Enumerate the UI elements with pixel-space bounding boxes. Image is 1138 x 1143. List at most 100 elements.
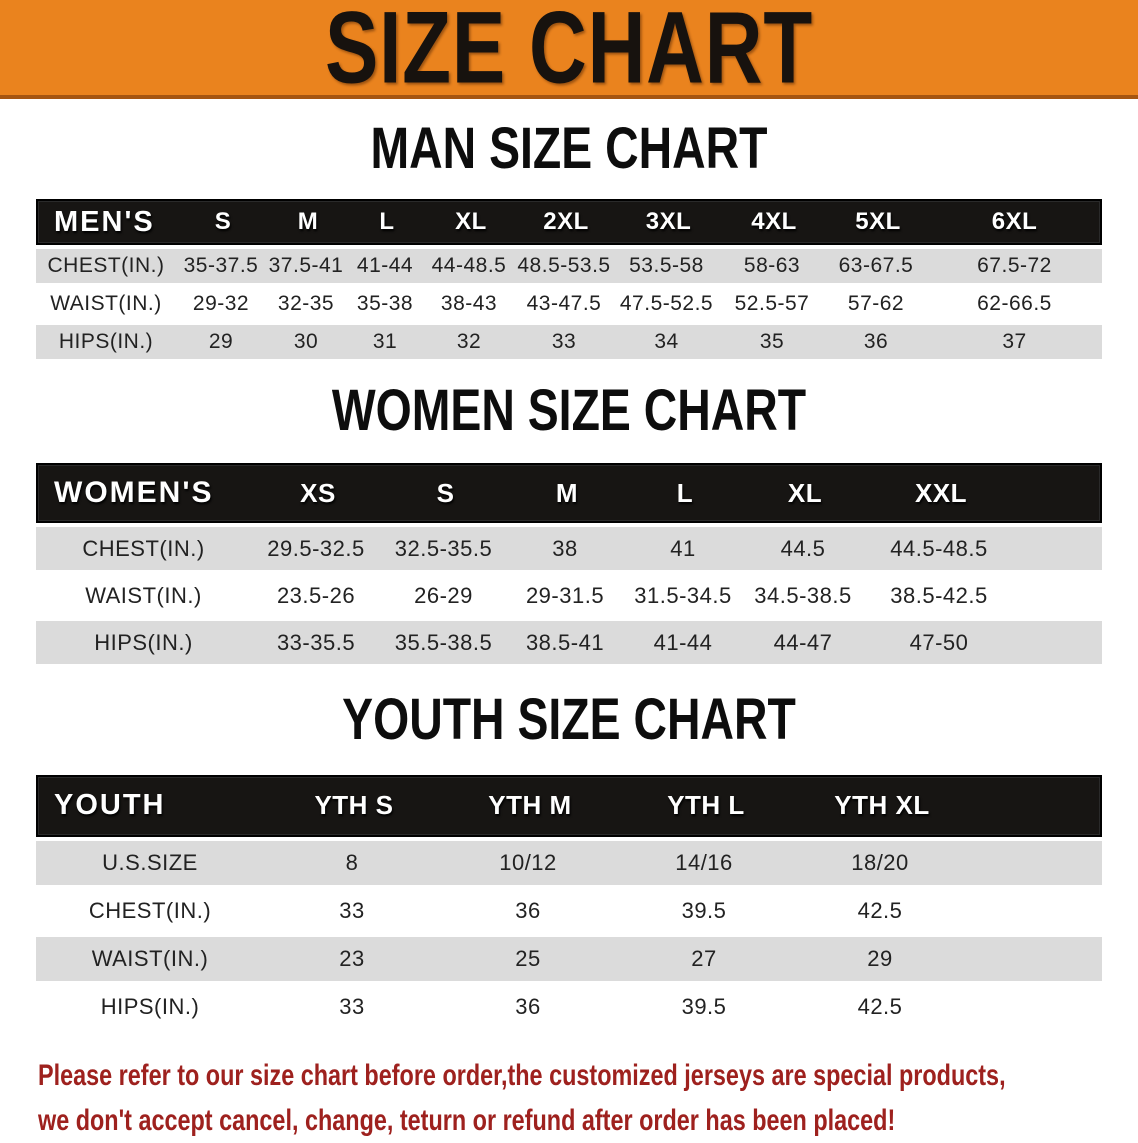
row-label: WAIST(IN.) (85, 582, 202, 608)
size-column-header: 3XL (645, 208, 692, 236)
order-notice: Please refer to our size chart before or… (38, 1053, 1138, 1143)
value-cell: 23 (339, 945, 365, 971)
value-cell: 44.5 (780, 535, 826, 561)
size-column-header: 6XL (991, 208, 1038, 236)
value-cell: 41 (670, 535, 696, 561)
table-row: CHEST(IN.) 35-37.5 37.5-41 41-44 44-48.5 48.5… (36, 249, 1102, 284)
table-row: CHEST(IN.) 29.5-32.5 32.5-35.5 38 41 44.5 44.5… (36, 527, 1102, 571)
value-cell: 10/12 (499, 849, 557, 875)
value-cell: 36 (863, 330, 889, 354)
table-header-row: YOUTH YTH S YTH M YTH L YTH XL (36, 774, 1102, 837)
table-header-row: WOMEN'S XS S M L XL XXL (36, 463, 1102, 524)
size-column-header: YTH S (314, 790, 394, 821)
row-label: WAIST(IN.) (50, 292, 162, 316)
table-row: WAIST(IN.) 23 25 27 29 (36, 936, 1102, 981)
table-row: WAIST(IN.) 29-32 32-35 35-38 38-43 43-47.5 47.… (36, 287, 1102, 322)
youth-section-title: YOUTH SIZE CHART (342, 687, 796, 753)
table-header-row: MEN'S S M L XL 2XL 3XL 4XL 5XL 6XL (36, 199, 1102, 246)
women-size-table: WOMEN'S XS S M L XL XXL CHEST(IN.) 29.5-32.5 32.5… (36, 463, 1102, 665)
banner-title: SIZE CHART (325, 0, 813, 105)
value-cell: 43-47.5 (526, 292, 602, 316)
row-label: HIPS(IN.) (100, 993, 200, 1019)
row-label: WAIST(IN.) (91, 945, 209, 971)
value-cell: 38-43 (440, 292, 498, 316)
value-cell: 32.5-35.5 (394, 535, 493, 561)
value-cell: 42.5 (857, 897, 903, 923)
value-cell: 39.5 (681, 993, 727, 1019)
value-cell: 35-38 (356, 292, 414, 316)
size-column-header: M (297, 208, 319, 236)
size-column-header: YTH M (488, 790, 572, 821)
value-cell: 29.5-32.5 (267, 535, 365, 561)
size-column-header: S (436, 477, 455, 508)
value-cell: 44-47 (773, 629, 833, 655)
notice-line-1: Please refer to our size chart before or… (38, 1058, 1006, 1092)
value-cell: 57-62 (847, 292, 905, 316)
table-row: HIPS(IN.) 29 30 31 32 33 34 35 36 37 (36, 325, 1102, 360)
row-label: HIPS(IN.) (94, 629, 193, 655)
value-cell: 29 (208, 330, 234, 354)
value-cell: 41-44 (356, 254, 414, 278)
value-cell: 44.5-48.5 (890, 535, 988, 561)
value-cell: 29 (867, 945, 893, 971)
value-cell: 41-44 (653, 629, 713, 655)
table-row: HIPS(IN.) 33-35.5 35.5-38.5 38.5-41 41-44 44-… (36, 621, 1102, 665)
value-cell: 34.5-38.5 (754, 582, 852, 608)
banner: SIZE CHART (0, 0, 1138, 99)
size-column-header: XL (455, 208, 487, 236)
value-cell: 34 (654, 330, 679, 354)
row-label: CHEST(IN.) (82, 535, 205, 561)
size-column-header: L (379, 208, 395, 236)
youth-size-table: YOUTH YTH S YTH M YTH L YTH XL U.S.SIZE 8 10/12… (36, 774, 1102, 1029)
size-column-header: YTH XL (834, 790, 930, 821)
value-cell: 38.5-41 (525, 629, 605, 655)
table-corner-label: WOMEN'S (54, 476, 214, 510)
size-column-header: YTH L (667, 790, 745, 821)
row-label: CHEST(IN.) (88, 897, 212, 923)
size-column-header: XL (787, 477, 823, 508)
value-cell: 62-66.5 (977, 292, 1052, 316)
value-cell: 48.5-53.5 (517, 254, 611, 278)
size-column-header: 2XL (543, 208, 589, 236)
value-cell: 14/16 (675, 849, 733, 875)
table-corner-label: YOUTH (54, 789, 166, 822)
size-column-header: XS (300, 477, 336, 508)
value-cell: 33 (339, 993, 365, 1019)
value-cell: 47.5-52.5 (619, 292, 714, 316)
value-cell: 37 (1002, 330, 1027, 354)
value-cell: 35.5-38.5 (394, 629, 493, 655)
value-cell: 8 (345, 849, 359, 875)
value-cell: 36 (515, 993, 541, 1019)
value-cell: 37.5-41 (268, 254, 344, 278)
value-cell: 47-50 (909, 629, 969, 655)
value-cell: 42.5 (857, 993, 903, 1019)
size-column-header: XXL (914, 477, 968, 508)
value-cell: 36 (515, 897, 541, 923)
value-cell: 29-32 (192, 292, 250, 316)
men-size-table: MEN'S S M L XL 2XL 3XL 4XL 5XL 6XL CHEST(IN.) 35-37… (36, 199, 1102, 360)
row-label: HIPS(IN.) (58, 330, 154, 354)
table-row: WAIST(IN.) 23.5-26 26-29 29-31.5 31.5-34.5 34… (36, 574, 1102, 618)
value-cell: 33 (339, 897, 365, 923)
table-corner-label: MEN'S (54, 205, 155, 238)
row-label: U.S.SIZE (102, 849, 198, 875)
value-cell: 38.5-42.5 (890, 582, 988, 608)
size-column-header: 4XL (751, 208, 797, 236)
size-column-header: S (214, 208, 232, 236)
value-cell: 52.5-57 (734, 292, 810, 316)
men-section-title: MAN SIZE CHART (370, 116, 768, 181)
value-cell: 35-37.5 (183, 254, 259, 278)
value-cell: 30 (293, 330, 319, 354)
table-row: HIPS(IN.) 33 36 39.5 42.5 (36, 984, 1102, 1029)
row-label: CHEST(IN.) (47, 254, 165, 278)
value-cell: 23.5-26 (276, 582, 356, 608)
value-cell: 58-63 (743, 254, 801, 278)
size-column-header: L (676, 477, 694, 508)
value-cell: 25 (515, 945, 541, 971)
value-cell: 18/20 (851, 849, 909, 875)
value-cell: 32 (456, 330, 482, 354)
value-cell: 29-31.5 (525, 582, 605, 608)
table-row: CHEST(IN.) 33 36 39.5 42.5 (36, 888, 1102, 933)
value-cell: 38 (552, 535, 578, 561)
